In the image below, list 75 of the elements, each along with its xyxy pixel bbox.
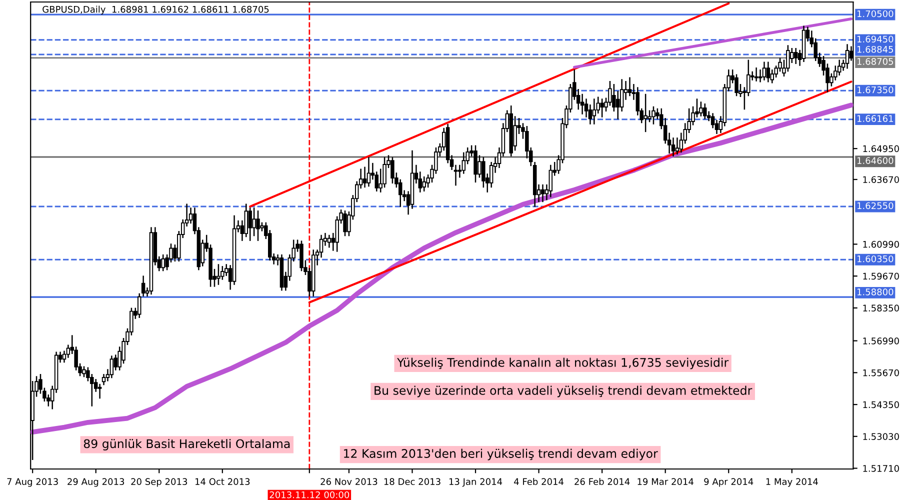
y-tick-label: 1.54350	[863, 401, 899, 408]
candlestick	[422, 176, 426, 192]
ref-line-label: 1.70500	[857, 10, 894, 18]
candlestick	[110, 356, 114, 378]
candlestick	[343, 210, 347, 236]
y-tick-label: 1.56990	[863, 338, 899, 344]
ref-line-label: 1.68705	[857, 58, 894, 65]
x-tick-label: 9 Apr 2014	[704, 478, 754, 487]
candlestick	[474, 145, 478, 183]
candlestick	[366, 157, 371, 187]
ref-line-label: 1.64600	[857, 157, 894, 164]
ref-line-label: 1.62550	[857, 202, 894, 210]
ref-line-label: 1.60350	[857, 255, 894, 262]
candlestick	[762, 62, 766, 80]
x-tick-label: 18 Dec 2013	[384, 478, 440, 486]
candlestick	[248, 208, 252, 241]
candlestick	[628, 77, 632, 96]
candlestick	[616, 90, 620, 120]
ref-line-label: 1.66161	[857, 115, 893, 122]
candlestick	[82, 366, 86, 378]
x-tick-label: 13 Jan 2014	[449, 478, 502, 487]
y-tick-label: 1.60990	[863, 240, 899, 248]
candlestick	[513, 116, 517, 151]
candlestick	[794, 48, 798, 64]
x-tick-label: 4 Feb 2014	[514, 478, 564, 486]
y-tick-label: 1.55670	[863, 369, 899, 376]
y-tick-label: 1.64950	[863, 145, 899, 152]
candlestick	[141, 276, 146, 296]
x-tick-label: 26 Feb 2014	[574, 478, 630, 486]
candlestick	[754, 68, 758, 82]
candlestick	[699, 102, 703, 116]
candlestick	[98, 384, 102, 399]
candlestick	[244, 204, 248, 238]
x-tick-label: 20 Sep 2013	[131, 478, 188, 487]
y-tick-label: 1.51710	[863, 465, 899, 472]
candlestick	[362, 166, 367, 188]
x-tick-label: 2013.11.12 00:00	[270, 491, 350, 498]
candlestick	[300, 240, 304, 272]
candlestick	[390, 157, 394, 184]
y-tick-label: 1.53030	[863, 433, 899, 440]
candlestick	[327, 234, 332, 248]
line-series	[30, 102, 854, 434]
candlestick	[540, 184, 545, 202]
annotation: 89 günlük Basit Hareketli Ortalama	[84, 439, 290, 450]
ref-line-label: 1.68845	[857, 46, 894, 53]
x-tick-label: 1 May 2014	[766, 478, 818, 487]
candlestick	[592, 98, 596, 124]
candlestick	[600, 98, 604, 118]
x-tick-label: 14 Oct 2013	[195, 478, 250, 486]
ref-line-label: 1.58800	[857, 288, 894, 296]
ref-line-label: 1.69450	[857, 36, 894, 43]
annotation: 12 Kasım 2013'den beri yükseliş trendi devam ediyor	[344, 448, 658, 460]
candlestick	[252, 208, 256, 236]
candlestick	[161, 254, 165, 272]
x-tick-label: 26 Nov 2013	[320, 478, 378, 486]
candlestick	[548, 164, 553, 198]
candlestick	[845, 44, 850, 69]
candlestick	[256, 210, 260, 241]
chart-title: GBPUSD,Daily 1.68981 1.69162 1.68611 1.68705	[42, 6, 269, 14]
x-tick-label: 7 Aug 2013	[7, 478, 58, 487]
x-tick-label: 29 Aug 2013	[68, 478, 124, 487]
candlestick	[644, 94, 648, 132]
y-tick-label: 1.58350	[863, 304, 899, 312]
ref-line-label: 1.67350	[857, 86, 894, 94]
candlestick	[766, 62, 770, 82]
x-tick-label: 19 Mar 2014	[638, 478, 694, 486]
candlestick	[137, 293, 142, 318]
y-tick-label: 1.59670	[863, 272, 899, 280]
y-tick-label: 1.63670	[863, 176, 899, 184]
candlestick	[652, 106, 656, 124]
candlestick	[648, 110, 652, 122]
candlestick	[216, 264, 220, 285]
annotation: Bu seviye üzerinde orta vadeli yükseliş trendi devam etmektedr	[374, 386, 752, 398]
annotation: Yükseliş Trendinde kanalın alt noktası 1,6735 seviyesidir	[397, 358, 729, 370]
candlestick	[703, 104, 707, 120]
